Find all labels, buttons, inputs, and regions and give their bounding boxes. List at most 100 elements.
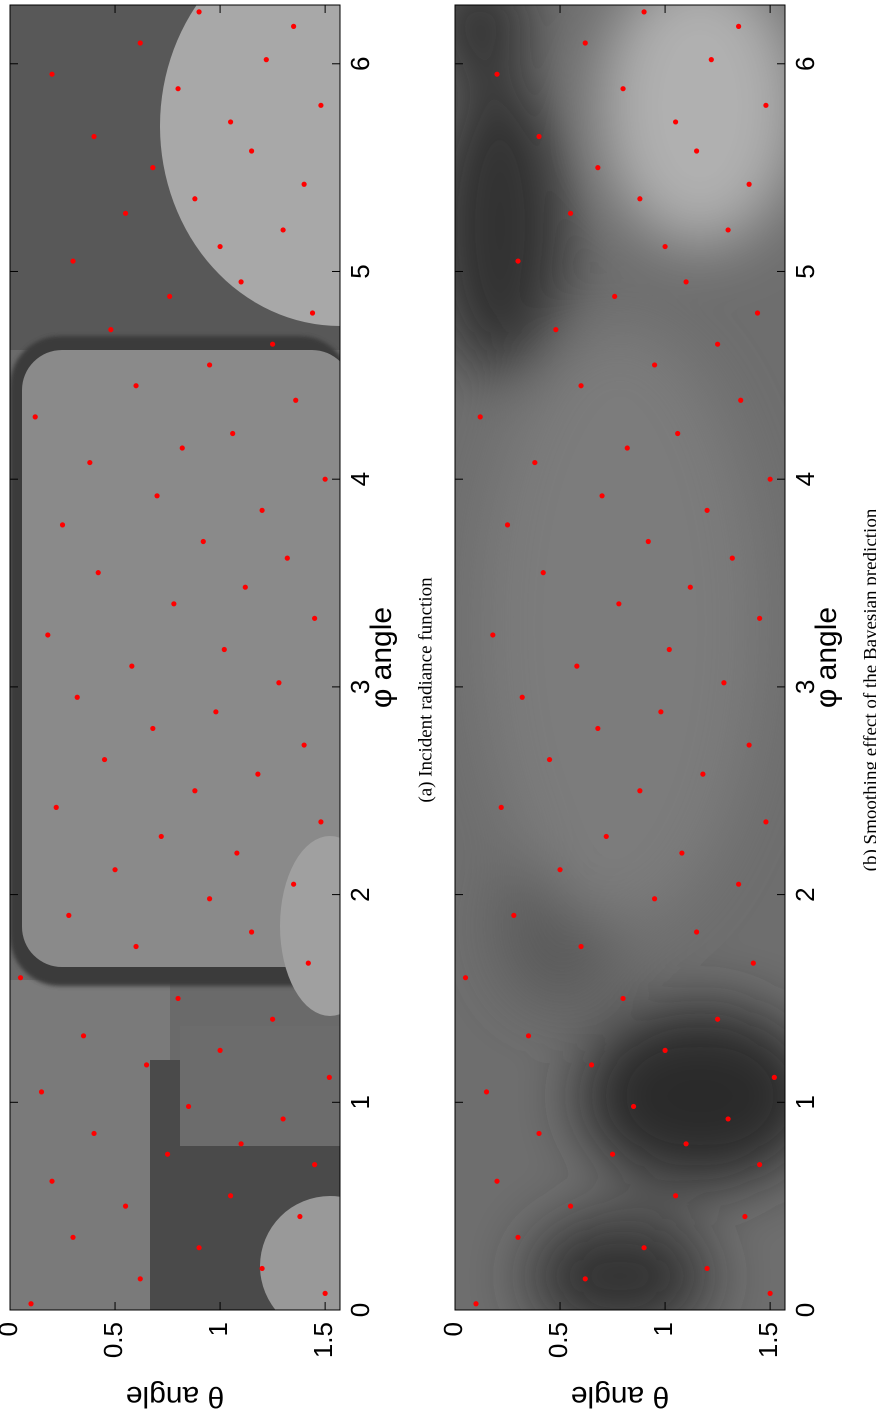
- sample-point: [66, 912, 72, 918]
- sample-point: [196, 1245, 202, 1251]
- sample-point: [675, 430, 681, 437]
- sample-point: [754, 310, 761, 316]
- y-tick-label: 0: [438, 1322, 468, 1336]
- sample-point: [483, 1089, 490, 1095]
- sample-point: [284, 555, 290, 561]
- sample-point: [87, 459, 93, 466]
- sample-point: [498, 804, 504, 810]
- sample-point: [612, 293, 618, 300]
- sample-point: [490, 632, 496, 638]
- sample-point: [280, 227, 286, 233]
- sample-point: [17, 975, 24, 981]
- y-tick-label: 1.5: [753, 1322, 783, 1358]
- sample-point: [700, 771, 706, 777]
- sample-point: [645, 538, 651, 545]
- sample-point: [312, 615, 318, 621]
- sample-point: [771, 1074, 777, 1080]
- sample-point: [763, 102, 769, 108]
- sample-point: [38, 1089, 45, 1095]
- sample-point: [746, 742, 752, 748]
- sample-point: [672, 119, 679, 125]
- sample-point: [679, 850, 685, 856]
- sample-point: [192, 788, 198, 794]
- x-tick-label: 1: [790, 1095, 820, 1109]
- sample-point: [757, 1162, 763, 1168]
- sample-point: [242, 584, 248, 590]
- sample-point: [515, 1234, 521, 1240]
- sample-point: [683, 1141, 689, 1147]
- sample-point: [515, 258, 521, 264]
- sample-point: [192, 196, 198, 202]
- sample-point: [557, 867, 563, 873]
- radiance-image: [10, 5, 340, 1310]
- sample-point: [150, 725, 156, 732]
- sample-point: [729, 555, 735, 561]
- sample-point: [297, 1213, 303, 1220]
- x-tick-label: 6: [345, 57, 375, 71]
- sample-point: [318, 819, 324, 825]
- sample-point: [49, 1178, 55, 1184]
- sample-point: [101, 756, 108, 763]
- sample-point: [259, 507, 265, 513]
- sample-point: [540, 570, 546, 576]
- sample-point: [129, 663, 135, 669]
- sample-point: [683, 279, 689, 285]
- sample-point: [462, 975, 469, 981]
- sample-point: [494, 1178, 500, 1184]
- sample-point: [609, 1151, 616, 1157]
- sample-point: [133, 943, 139, 950]
- plot-frame: [9, 4, 341, 1311]
- sample-point: [143, 1062, 150, 1068]
- sample-point: [326, 1074, 332, 1080]
- sample-point: [738, 397, 744, 403]
- sample-point: [112, 867, 118, 873]
- sample-point: [164, 1151, 171, 1157]
- sample-point: [276, 680, 282, 686]
- y-axis-label: θ angle: [571, 1380, 669, 1413]
- sample-point: [227, 119, 234, 125]
- caption: (a) Incident radiance function: [415, 577, 436, 803]
- y-tick-label: 1: [648, 1322, 678, 1336]
- sample-point: [45, 632, 51, 638]
- sample-point: [270, 341, 276, 347]
- sample-point: [122, 210, 129, 216]
- sample-point: [238, 279, 244, 285]
- sample-point: [553, 327, 559, 333]
- sample-point: [263, 57, 269, 63]
- sample-point: [206, 362, 213, 368]
- sample-point: [185, 1103, 192, 1110]
- sample-point: [767, 476, 773, 482]
- sample-point: [704, 507, 710, 513]
- sample-point: [206, 896, 213, 902]
- sample-point: [255, 771, 261, 777]
- x-tick-label: 3: [345, 680, 375, 694]
- sample-point: [736, 881, 742, 887]
- sample-point: [494, 71, 500, 77]
- sample-point: [595, 165, 601, 171]
- sample-point: [725, 227, 731, 233]
- sample-point: [133, 383, 139, 389]
- sample-point: [595, 725, 601, 732]
- sample-point: [504, 522, 511, 528]
- sample-point: [309, 310, 316, 316]
- sample-point: [213, 709, 219, 715]
- sample-point: [637, 196, 643, 202]
- sample-point: [248, 148, 255, 154]
- sample-point: [175, 86, 181, 92]
- sample-point: [53, 804, 59, 810]
- sample-point: [80, 1033, 87, 1039]
- x-tick-label: 5: [790, 264, 820, 278]
- sample-point: [704, 1265, 710, 1272]
- sample-point: [546, 756, 553, 763]
- sample-point: [574, 663, 580, 669]
- sample-point: [74, 694, 80, 700]
- sample-point: [32, 414, 38, 420]
- sample-point: [158, 833, 164, 840]
- sample-point: [536, 1130, 542, 1137]
- x-tick-label: 3: [790, 680, 820, 694]
- sample-point: [227, 1193, 234, 1199]
- sample-point: [725, 1116, 731, 1122]
- sample-point: [175, 995, 181, 1002]
- sample-point: [578, 943, 584, 950]
